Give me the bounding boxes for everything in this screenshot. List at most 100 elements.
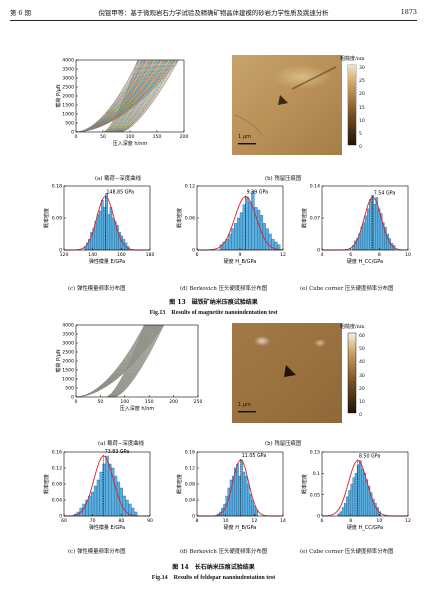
histogram-bar	[361, 468, 364, 517]
y-tick-label: 0.06	[185, 216, 195, 222]
histogram-bar	[238, 475, 241, 517]
histogram-bar	[245, 196, 249, 251]
x-tick-label: 50	[97, 399, 103, 405]
histogram-bar	[242, 471, 246, 517]
histogram-bar	[240, 459, 244, 517]
load-depth-curve	[76, 60, 179, 132]
indent-mark-fig13	[278, 95, 288, 105]
x-tick-label: 8	[349, 518, 352, 524]
curve-caption-fig14: (a) 载荷−深度曲线	[98, 441, 144, 447]
article-title: 倪锟甲等：基于微观岩石力学试验及精确矿物晶体建模的砂岩力学性质及跳速分析	[98, 9, 329, 17]
y-tick-label: 0.08	[185, 482, 195, 488]
histogram-bar	[341, 507, 345, 517]
y-tick-label: 3500	[62, 332, 74, 338]
x-axis-label: 硬度 H_B/GPa	[224, 258, 257, 265]
x-axis-label: 压入深度 h/nm	[113, 140, 148, 147]
x-tick-label: 100	[120, 399, 129, 405]
scale-bar-label-fig14: 1 μm	[238, 402, 251, 408]
histogram-bar	[257, 209, 261, 251]
y-tick-label: 0.05	[310, 492, 320, 498]
histogram-bar	[244, 475, 248, 517]
y-tick-label: 3000	[62, 76, 74, 82]
x-tick-label: 90	[147, 518, 153, 524]
figure-caption-en-fig13: Fig.13 Results of magnetite nanoindentat…	[149, 310, 278, 316]
histogram-bar	[234, 223, 238, 251]
y-axis-label: 概率密度	[301, 474, 308, 494]
histogram-bar	[113, 475, 118, 517]
x-tick-label: 160	[117, 252, 126, 258]
x-axis-label: 硬度 H_CC/GPa	[347, 258, 383, 265]
y-tick-label: 3500	[62, 67, 74, 73]
y-tick-label: 0.09	[52, 216, 62, 222]
histogram-bar	[362, 222, 366, 251]
histogram-bar	[249, 493, 252, 517]
y-axis-label: 概率密度	[43, 474, 50, 494]
x-tick-label: 150	[153, 134, 162, 140]
y-tick-label: 0	[59, 514, 62, 520]
y-tick-label: 4000	[62, 58, 74, 64]
x-tick-label: 6	[196, 252, 199, 258]
histogram-bar	[350, 483, 353, 517]
x-tick-label: 250	[194, 399, 203, 405]
histogram-bar	[236, 463, 239, 517]
histogram-bar	[246, 483, 250, 517]
indent-mark-fig14	[284, 365, 296, 377]
histogram-bar	[236, 217, 241, 251]
colorbar-tick: 60	[359, 334, 365, 339]
y-tick-label: 0.18	[52, 184, 62, 190]
y-tick-label: 3000	[62, 341, 74, 347]
curve-group	[76, 60, 179, 132]
scale-bar-fig14	[238, 411, 256, 413]
colorbar-tick: 0	[359, 413, 362, 419]
y-tick-label: 2500	[62, 85, 74, 91]
histogram-bar	[122, 495, 126, 517]
figure-caption-cn-fig13: 图 13 磁铁矿纳米压痕试验结果	[169, 299, 258, 306]
x-tick-label: 14	[280, 518, 286, 524]
histogram-bar	[96, 214, 100, 251]
histogram-fig13d: 9.39 GPa 6 9 12 0 0.06 0.12 硬度 H_B/GPa 概率密度	[175, 180, 293, 272]
histogram-bar	[248, 201, 252, 251]
indent-map-fig14: 1 μm 粗糙度/nm 60 50 40 30 20 10 0	[232, 323, 372, 427]
curve-caption-fig13: (a) 载荷−深度曲线	[95, 176, 141, 182]
x-axis-label: 弹性模量 E/GPa	[89, 258, 125, 265]
mean-annotation: 8.50 GPa	[359, 454, 381, 460]
y-tick-label: 0.04	[52, 498, 62, 504]
x-tick-label: 10	[376, 518, 382, 524]
x-tick-label: 9	[239, 252, 242, 258]
histogram-bar	[93, 485, 98, 517]
histogram-bar	[227, 487, 231, 517]
colorbar-tick: 30	[359, 66, 365, 71]
histogram-bar	[253, 505, 256, 517]
colorbar-tick: 10	[359, 118, 365, 124]
y-tick-label: 0.16	[52, 450, 62, 456]
hist-caption-fig13c: (c) 弹性模量频率分布图	[68, 286, 126, 292]
histogram-bar	[101, 200, 104, 251]
colorbar-tick: 10	[359, 400, 365, 406]
x-axis-label: 压入深度 h/nm	[120, 405, 155, 412]
y-axis-label: 概率密度	[176, 474, 183, 494]
histogram-bar	[366, 208, 370, 251]
colorbar-tick: 30	[359, 373, 365, 379]
y-axis-label: 概率密度	[301, 208, 308, 228]
afm-image-fig13	[232, 55, 357, 155]
y-tick-label: 0.12	[185, 466, 195, 472]
page-number: 1873	[400, 8, 417, 16]
x-tick-label: 50	[100, 134, 106, 140]
mean-annotation: 148.85 GPa	[106, 190, 134, 196]
x-axis-label: 弹性模量 E/GPa	[89, 524, 125, 531]
histogram-bar	[251, 499, 254, 517]
colorbar-tick: 25	[359, 79, 365, 85]
y-axis-label: 概率密度	[43, 208, 50, 228]
x-tick-label: 4	[321, 252, 324, 258]
histogram-bar	[352, 477, 356, 517]
x-tick-label: 200	[180, 134, 189, 140]
colorbar-ticks-fig14: 60 50 40 30 20 10 0	[359, 330, 365, 422]
y-tick-label: 0.12	[185, 184, 195, 190]
histogram-bar	[251, 191, 255, 251]
histogram-bar	[225, 239, 229, 251]
histogram-bar	[359, 460, 362, 517]
histogram-bar	[111, 467, 115, 517]
histogram-bar	[371, 194, 374, 251]
y-tick-label: 0.14	[310, 184, 320, 190]
load-depth-chart-fig13: 0 50 100 150 200 0 500 1000 1500 2000 2500 3000 3500…	[48, 56, 198, 151]
